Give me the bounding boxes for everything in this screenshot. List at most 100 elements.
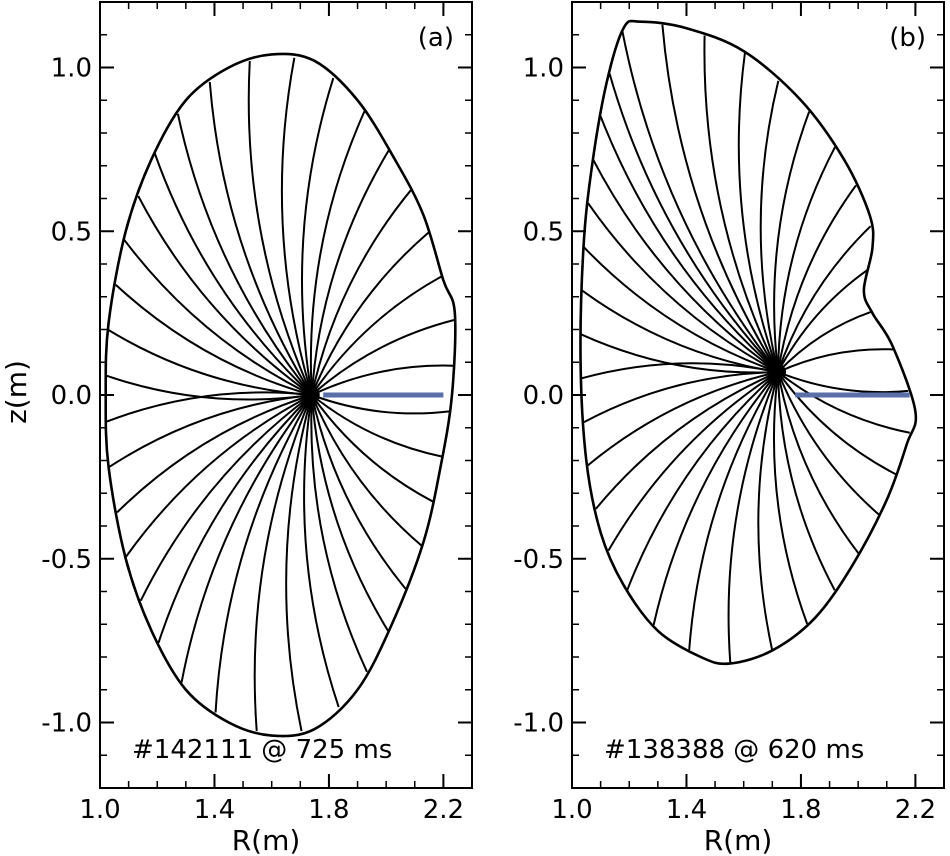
field-line: [253, 394, 313, 732]
field-line: [582, 246, 779, 374]
y-tick-label: 0.0: [51, 381, 92, 411]
field-line: [688, 371, 779, 651]
field-line: [599, 116, 779, 373]
field-line: [137, 195, 313, 396]
field-line: [621, 31, 779, 373]
plasma-boundary: [579, 19, 918, 666]
field-line: [777, 371, 880, 516]
panel-a: 1.0 1.4 1.8 2.2 1.0 0.5 0.0 -0.5 -1.0 R(m) z(m) (a)…: [0, 1, 473, 856]
y-tick-label: 1.0: [523, 54, 564, 84]
field-line: [777, 310, 873, 373]
field-line: [581, 362, 779, 380]
field-line: [247, 61, 313, 396]
field-line: [777, 371, 897, 476]
field-line: [777, 371, 910, 434]
x-tick-label: 1.0: [79, 795, 120, 825]
field-line: [777, 348, 894, 373]
field-line: [310, 394, 390, 632]
field-line: [124, 394, 313, 559]
field-line: [607, 371, 779, 552]
field-line: [587, 202, 779, 373]
y-tick-label: 1.0: [51, 54, 92, 84]
field-line: [108, 394, 312, 469]
field-line: [310, 394, 368, 673]
field-line: [139, 394, 313, 602]
shot-annotation: #142111 @ 725 ms: [132, 735, 392, 765]
field-line: [311, 394, 443, 458]
y-tick-label: -0.5: [513, 545, 564, 575]
field-line: [608, 73, 779, 373]
field-line: [583, 371, 779, 423]
field-line: [759, 80, 780, 373]
field-line: [777, 146, 836, 373]
panel-label: (a): [418, 23, 454, 53]
y-axis-title: z(m): [0, 360, 33, 424]
field-line: [310, 149, 390, 396]
x-tick-label: 1.0: [551, 795, 592, 825]
field-line: [153, 153, 313, 396]
field-line: [311, 394, 450, 415]
x-tick-label: 1.8: [308, 795, 349, 825]
field-line: [777, 371, 909, 394]
field-line: [303, 394, 340, 708]
x-tick-label: 2.2: [423, 795, 464, 825]
y-tick-label: -1.0: [513, 709, 564, 739]
field-line: [311, 364, 454, 396]
y-tick-label: 0.5: [51, 217, 92, 247]
field-line: [115, 283, 313, 396]
field-line: [737, 52, 779, 373]
field-line: [106, 391, 312, 423]
field-line: [123, 239, 313, 396]
field-line: [661, 24, 779, 373]
plasma-boundary: [104, 52, 457, 738]
field-line: [777, 268, 869, 373]
magnetic-axis: [303, 387, 320, 403]
field-line: [309, 110, 366, 396]
field-line: [773, 371, 809, 625]
field-line: [310, 394, 423, 547]
y-tick-label: -1.0: [41, 709, 92, 739]
field-line: [592, 159, 779, 373]
field-line: [626, 371, 779, 591]
y-tick-label: 0.0: [523, 381, 564, 411]
field-line: [157, 394, 313, 644]
magnetic-axis: [770, 364, 787, 381]
field-line: [310, 275, 443, 396]
field-line: [652, 371, 779, 626]
x-axis-title: R(m): [704, 824, 773, 856]
field-line: [310, 394, 407, 590]
y-tick-label: -0.5: [41, 545, 92, 575]
field-line: [727, 371, 779, 664]
x-tick-label: 1.8: [780, 795, 821, 825]
x-tick-label: 1.4: [666, 795, 707, 825]
field-line: [595, 371, 779, 510]
field-line: [310, 394, 434, 503]
panel-label: (b): [889, 23, 926, 53]
field-line: [777, 184, 857, 373]
shot-annotation: #138388 @ 620 ms: [604, 735, 864, 765]
field-line: [285, 394, 313, 732]
field-line: [777, 372, 836, 591]
field-line: [773, 111, 811, 373]
field-line: [310, 189, 412, 396]
x-tick-label: 2.2: [895, 795, 936, 825]
field-line: [586, 371, 779, 467]
field-line: [310, 231, 430, 396]
field-line: [757, 371, 779, 651]
field-line: [301, 77, 335, 396]
field-line: [777, 371, 860, 555]
field-line: [176, 113, 313, 396]
field-line: [280, 57, 313, 396]
field-line: [777, 225, 872, 373]
field-line: [214, 394, 313, 713]
x-axis-title: R(m): [232, 824, 301, 856]
x-tick-label: 1.4: [194, 795, 235, 825]
field-line: [116, 394, 313, 514]
y-tick-label: 0.5: [523, 217, 564, 247]
field-line: [180, 394, 313, 683]
panel-b: 1.0 1.4 1.8 2.2 1.0 0.5 0.0 -0.5 -1.0 R(m) (b) #138…: [513, 1, 945, 856]
field-line: [208, 81, 313, 396]
field-line: [311, 318, 455, 396]
field-line: [703, 35, 779, 373]
